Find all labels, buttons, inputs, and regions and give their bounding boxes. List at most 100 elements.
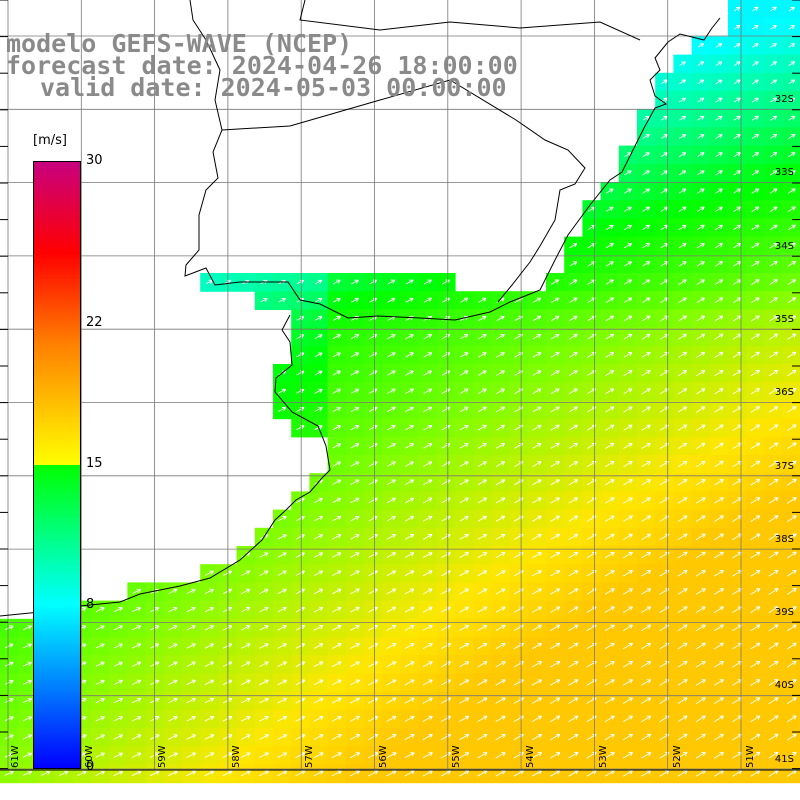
wind-arrow xyxy=(550,661,561,668)
wind-arrow xyxy=(769,315,778,322)
wind-arrow xyxy=(423,388,433,394)
wind-arrow xyxy=(296,334,305,339)
wind-arrow xyxy=(204,716,215,722)
wind-arrow xyxy=(259,570,269,576)
wind-arrow xyxy=(441,606,451,613)
wind-arrow xyxy=(186,606,196,613)
wind-arrow xyxy=(204,570,214,576)
wind-arrow xyxy=(532,424,542,431)
wind-arrow xyxy=(586,770,597,777)
wind-arrow xyxy=(240,715,251,722)
wind-arrow xyxy=(750,624,761,632)
wind-arrow xyxy=(695,551,706,559)
wind-arrow xyxy=(752,43,759,48)
wind-arrow xyxy=(550,588,561,595)
wind-arrow xyxy=(786,624,797,632)
wind-arrow xyxy=(404,624,415,631)
wind-arrow xyxy=(4,752,14,758)
wind-arrow xyxy=(349,715,360,722)
wind-arrow xyxy=(713,770,724,777)
wind-arrow xyxy=(769,206,778,212)
wind-arrow xyxy=(477,715,488,722)
wind-arrow xyxy=(768,588,779,595)
wind-arrow xyxy=(477,752,488,759)
wind-arrow xyxy=(422,624,433,631)
wind-arrow xyxy=(787,206,796,212)
wind-arrow xyxy=(550,570,561,577)
wind-arrow xyxy=(786,642,797,650)
wind-arrow xyxy=(350,461,360,467)
wind-arrow xyxy=(733,79,741,85)
wind-arrow xyxy=(622,733,633,741)
colorbar-tick-label: 15 xyxy=(86,456,103,471)
wind-arrow xyxy=(204,697,215,704)
longitude-label: 52W xyxy=(671,745,683,768)
wind-arrow xyxy=(368,461,378,467)
wind-arrow xyxy=(787,406,797,413)
wind-arrow xyxy=(386,588,397,595)
longitude-label: 61W xyxy=(10,745,21,768)
wind-arrow xyxy=(605,442,615,449)
wind-arrow xyxy=(769,242,778,249)
wind-arrow xyxy=(422,643,433,649)
wind-arrow xyxy=(168,770,178,777)
wind-arrow xyxy=(495,443,506,449)
wind-arrow xyxy=(788,61,796,67)
wind-arrow xyxy=(477,388,487,394)
wind-arrow xyxy=(350,515,360,522)
wind-arrow xyxy=(532,406,542,413)
wind-arrow xyxy=(604,642,615,650)
wind-arrow xyxy=(550,406,560,413)
wind-arrow xyxy=(459,388,469,394)
wind-arrow xyxy=(713,588,724,595)
wind-arrow xyxy=(477,770,488,777)
wind-arrow xyxy=(695,515,706,522)
wind-arrow xyxy=(605,188,614,194)
wind-arrow xyxy=(623,370,633,376)
wind-arrow xyxy=(204,679,215,686)
wind-arrow xyxy=(550,533,560,540)
wind-arrow xyxy=(186,625,196,631)
wind-arrow xyxy=(714,224,723,231)
wind-arrow xyxy=(404,534,415,540)
wind-arrow xyxy=(440,715,452,722)
wind-arrow xyxy=(752,6,759,12)
wind-arrow xyxy=(313,715,324,722)
wind-arrow xyxy=(768,733,779,741)
wind-arrow xyxy=(313,679,324,686)
wind-arrow xyxy=(260,297,268,303)
wind-arrow xyxy=(623,424,633,431)
wind-arrow xyxy=(568,679,579,686)
wind-arrow xyxy=(404,752,415,759)
wind-arrow xyxy=(350,588,360,595)
wind-arrow xyxy=(678,188,687,194)
wind-arrow xyxy=(350,406,360,412)
wind-arrow xyxy=(751,188,760,194)
wind-arrow xyxy=(624,224,632,231)
wind-arrow xyxy=(422,606,433,613)
wind-arrow xyxy=(786,569,797,577)
wind-arrow xyxy=(405,461,415,467)
wind-arrow xyxy=(386,461,396,467)
wind-arrow xyxy=(569,243,578,249)
wind-arrow xyxy=(331,715,342,722)
wind-arrow xyxy=(770,6,777,12)
wind-arrow xyxy=(733,242,742,249)
wind-arrow xyxy=(459,697,470,704)
wind-arrow xyxy=(350,661,360,668)
wind-arrow xyxy=(642,170,650,176)
wind-arrow xyxy=(168,588,178,595)
wind-arrow xyxy=(386,734,397,741)
wind-arrow xyxy=(733,170,741,176)
wind-arrow xyxy=(605,243,614,249)
wind-arrow xyxy=(4,661,14,667)
wind-arrow xyxy=(168,716,178,722)
wind-arrow xyxy=(696,406,706,413)
wind-arrow xyxy=(622,551,633,559)
wind-arrow xyxy=(769,188,778,194)
wind-arrow xyxy=(696,242,705,249)
wind-arrow xyxy=(550,552,561,559)
wind-arrow xyxy=(622,752,633,759)
wind-arrow xyxy=(205,279,213,285)
wind-arrow xyxy=(750,733,761,741)
